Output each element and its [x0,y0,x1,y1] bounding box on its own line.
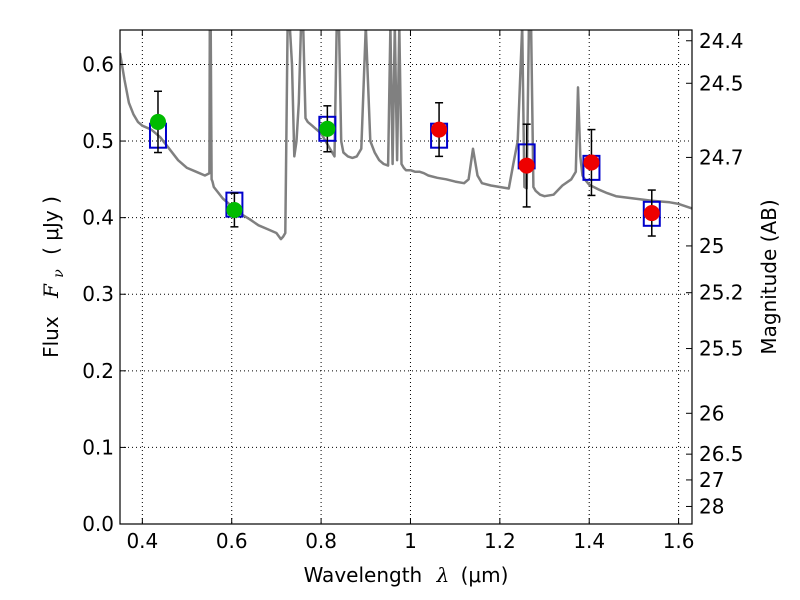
optical-data-point [226,201,243,218]
x-axis-label-unit: (μm) [461,563,509,587]
y-tick-label: 0.4 [82,206,114,230]
infrared-data-point [431,121,448,138]
y-tick-label: 0.6 [82,52,114,76]
magnitude-tick-label: 24.7 [699,145,744,169]
y-tick-label: 0.0 [82,512,114,536]
y-axis-label-unit: ( μJy ) [39,196,63,255]
magnitude-tick-label: 28 [699,494,724,518]
y-axis-label-subscript: ν [51,269,67,278]
magnitude-tick-label: 25.5 [699,337,744,361]
observed-points [149,113,660,222]
x-tick-label: 1.4 [573,529,605,553]
magnitude-tick-label: 24.4 [699,29,744,53]
y-axis-label-text: Flux [39,316,63,358]
magnitude-tick-label: 27 [699,468,724,492]
magnitude-tick-label: 24.5 [699,71,744,95]
x-axis-label-symbol: λ [436,563,450,587]
magnitude-axis-label: Magnitude (AB) [757,199,781,354]
magnitude-tick-label: 26 [699,401,724,425]
y-tick-label: 0.5 [82,129,114,153]
y-tick-label: 0.3 [82,282,114,306]
plot-frame [119,29,693,525]
x-tick-label: 1 [404,529,417,553]
optical-data-point [319,120,336,137]
x-tick-label: 0.4 [126,529,158,553]
y-axis: 0.0 0.1 0.2 0.3 0.4 0.5 0.6 [82,52,126,536]
magnitude-tick-label: 26.5 [699,442,744,466]
x-axis: 0.4 0.6 0.8 1 1.2 1.4 1.6 [126,30,695,553]
optical-data-point [149,113,166,130]
x-axis-label: Wavelength λ (μm) [304,563,509,587]
x-tick-label: 0.8 [305,529,337,553]
infrared-data-point [518,157,535,174]
y-axis-label-symbol: F [39,283,63,299]
magnitude-tick-label: 25.2 [699,281,744,305]
y-tick-label: 0.2 [82,359,114,383]
x-axis-label-text: Wavelength [304,563,423,587]
magnitude-tick-label: 25 [699,234,724,258]
infrared-data-point [643,205,660,222]
infrared-data-point [583,154,600,171]
x-tick-label: 0.6 [216,529,248,553]
model-spectrum-line [120,30,692,241]
y-tick-label: 0.1 [82,435,114,459]
error-bars [153,90,656,237]
x-tick-label: 1.6 [663,529,695,553]
y-axis-label: Flux F ν ( μJy ) [39,196,68,358]
plot-background [120,30,692,524]
x-tick-label: 1.2 [484,529,516,553]
